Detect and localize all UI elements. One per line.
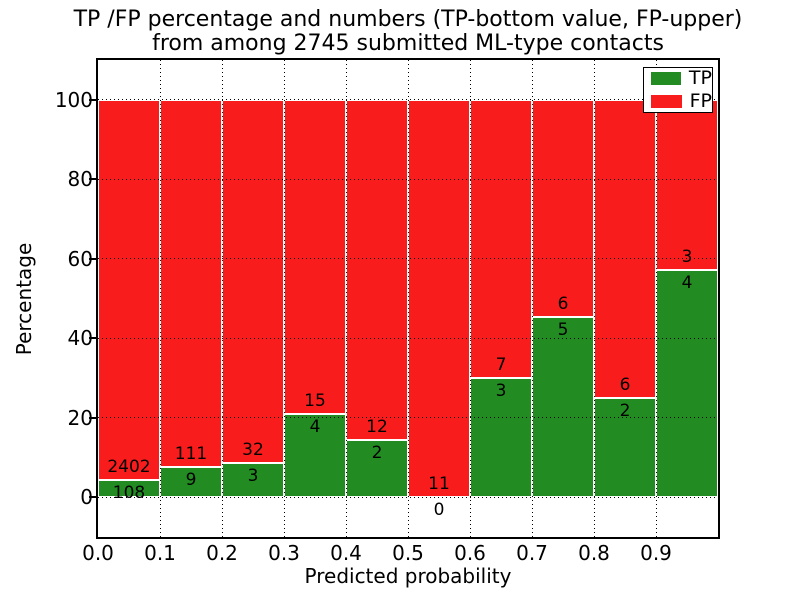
bar-fp-count: 6 bbox=[557, 293, 569, 314]
gridline-vertical bbox=[593, 60, 595, 537]
bar-tp-count: 3 bbox=[247, 466, 259, 487]
bar-segment-tp bbox=[222, 463, 284, 498]
bar-tp-count: 108 bbox=[112, 483, 146, 504]
x-tick-label: 0.4 bbox=[330, 541, 362, 565]
bar-segment-fp bbox=[98, 99, 160, 481]
bar-tp-count: 3 bbox=[495, 381, 507, 401]
gridline-horizontal bbox=[98, 496, 718, 498]
gridline-vertical bbox=[159, 60, 161, 537]
x-tick-label: 0.8 bbox=[578, 541, 610, 565]
x-tick-label: 0.3 bbox=[268, 541, 300, 565]
legend-swatch-fp-icon bbox=[651, 95, 682, 108]
x-tick-label: 0.1 bbox=[144, 541, 176, 565]
bar-tp-count: 4 bbox=[309, 416, 321, 437]
bar-fp-count: 6 bbox=[619, 374, 631, 395]
bar-fp-count: 12 bbox=[366, 417, 388, 438]
bar-segment-fp bbox=[470, 99, 532, 378]
gridline-horizontal bbox=[98, 337, 718, 339]
gridline-vertical bbox=[531, 60, 533, 537]
x-tick-label: 0.6 bbox=[454, 541, 486, 565]
bar-fp-count: 3 bbox=[681, 247, 693, 268]
y-tick-mark bbox=[89, 178, 96, 181]
plot-area: TP FP 2402 108 111 9 32 3 15 4 12 2 11 0 7 3 6 5 6 2 3 4 bbox=[96, 58, 720, 539]
gridline-horizontal bbox=[98, 258, 718, 260]
legend-label-fp: FP bbox=[689, 90, 712, 112]
bar-segment-fp bbox=[656, 99, 718, 271]
x-axis-title: Predicted probability bbox=[304, 564, 512, 588]
y-tick-mark bbox=[89, 257, 96, 260]
gridline-horizontal bbox=[98, 417, 718, 419]
legend-item-tp: TP bbox=[651, 69, 712, 88]
bar-segment-tp bbox=[594, 397, 656, 498]
x-tick-label: 0.9 bbox=[640, 541, 672, 565]
gridline-vertical bbox=[655, 60, 657, 537]
bar-segment-fp bbox=[284, 99, 346, 414]
gridline-vertical bbox=[345, 60, 347, 537]
legend-item-fp: FP bbox=[651, 92, 712, 111]
bar-tp-count: 4 bbox=[681, 273, 693, 294]
bar-fp-count: 11 bbox=[428, 474, 450, 495]
gridline-vertical bbox=[221, 60, 223, 537]
bar-segment-tp bbox=[346, 440, 408, 498]
bar-fp-count: 7 bbox=[495, 355, 507, 375]
gridline-horizontal bbox=[98, 99, 718, 101]
x-tick-label: 0.0 bbox=[82, 541, 114, 565]
gridline-vertical bbox=[469, 60, 471, 537]
bar-segment-tp bbox=[284, 413, 346, 498]
x-tick-label: 0.2 bbox=[206, 541, 238, 565]
bar-fp-count: 111 bbox=[174, 444, 208, 465]
legend: TP FP bbox=[643, 67, 713, 113]
legend-label-tp: TP bbox=[688, 67, 712, 89]
bar-segment-fp bbox=[408, 99, 470, 498]
chart-title-line2: from among 2745 submitted ML-type contac… bbox=[152, 31, 664, 56]
bar-segment-fp bbox=[222, 99, 284, 464]
y-tick-mark bbox=[89, 98, 96, 101]
legend-swatch-tp-icon bbox=[651, 72, 681, 85]
y-tick-label: 20 bbox=[67, 405, 93, 430]
bar-tp-count: 0 bbox=[433, 500, 445, 521]
bar-segment-fp bbox=[346, 99, 408, 441]
bar-segment-tp bbox=[532, 316, 594, 498]
bar-fp-count: 32 bbox=[242, 440, 264, 461]
bar-tp-count: 2 bbox=[371, 443, 383, 464]
y-tick-label: 100 bbox=[54, 87, 93, 112]
bar-fp-count: 2402 bbox=[107, 457, 151, 478]
x-tick-label: 0.5 bbox=[392, 541, 424, 565]
bar-tp-count: 2 bbox=[619, 400, 631, 421]
bar-segment-fp bbox=[160, 99, 222, 468]
y-tick-mark bbox=[89, 337, 96, 340]
bar-tp-count: 5 bbox=[557, 319, 569, 340]
y-tick-mark bbox=[89, 416, 96, 419]
gridline-vertical bbox=[407, 60, 409, 537]
bar-tp-count: 9 bbox=[185, 470, 197, 491]
y-tick-mark bbox=[89, 496, 96, 499]
y-tick-label: 0 bbox=[80, 485, 93, 510]
x-tick-label: 0.7 bbox=[516, 541, 548, 565]
bar-segment-tp bbox=[470, 378, 532, 498]
y-tick-label: 40 bbox=[67, 326, 93, 351]
bar-segment-tp bbox=[160, 467, 222, 498]
chart-title-line1: TP /FP percentage and numbers (TP-bottom… bbox=[73, 7, 743, 32]
bar-fp-count: 15 bbox=[304, 390, 326, 411]
gridline-vertical bbox=[283, 60, 285, 537]
bar-segment-fp bbox=[532, 99, 594, 317]
bar-segment-fp bbox=[594, 99, 656, 398]
y-tick-label: 60 bbox=[67, 246, 93, 271]
y-tick-label: 80 bbox=[67, 167, 93, 192]
gridline-horizontal bbox=[98, 178, 718, 180]
bar-segment-tp bbox=[656, 270, 718, 498]
